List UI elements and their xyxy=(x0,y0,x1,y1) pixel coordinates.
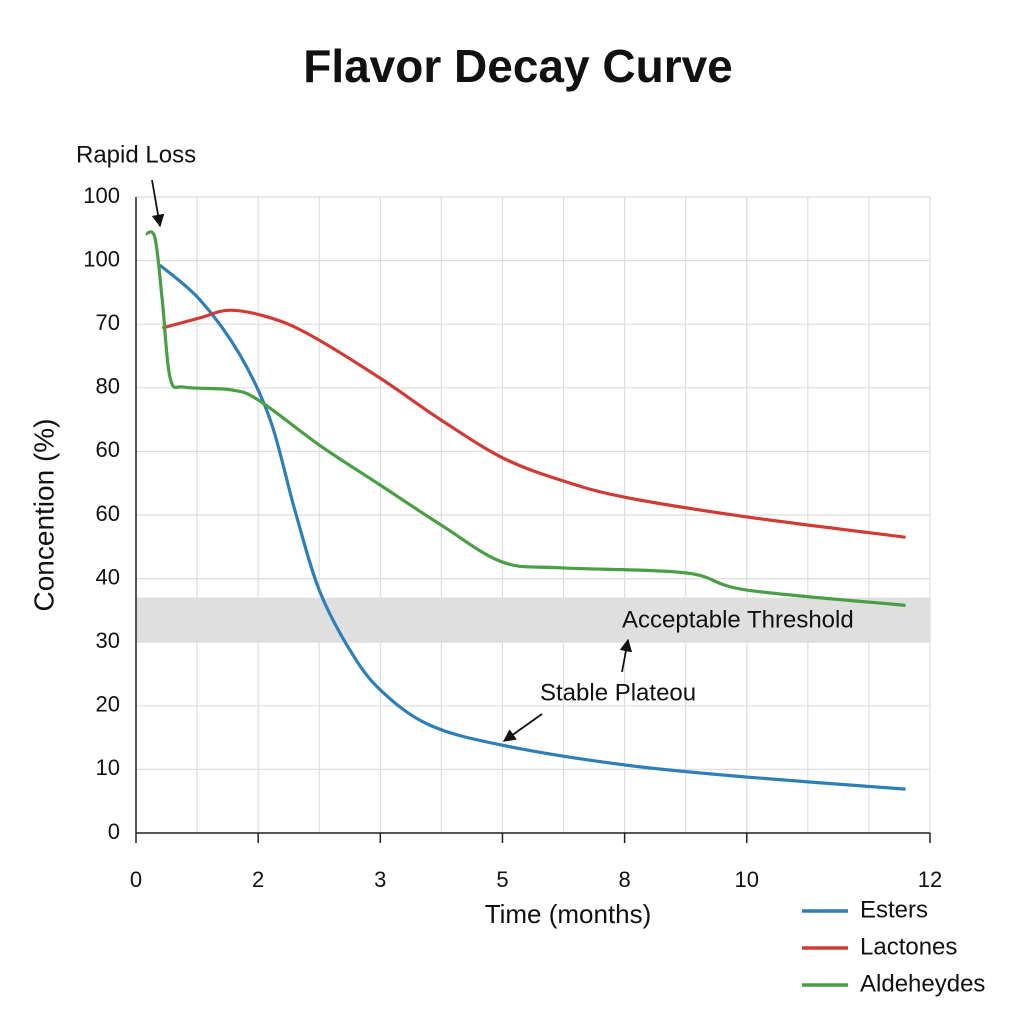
y-tick-label: 0 xyxy=(108,819,120,844)
y-tick-label: 10 xyxy=(96,755,120,780)
y-tick-label: 30 xyxy=(96,628,120,653)
chart-title: Flavor Decay Curve xyxy=(303,40,733,92)
y-axis-label: Concention (%) xyxy=(28,419,59,612)
threshold-label: Acceptable Threshold xyxy=(622,606,854,633)
y-tick-label: 20 xyxy=(96,692,120,717)
legend-label: Lactones xyxy=(860,933,957,960)
annotation-arrow xyxy=(151,179,165,228)
annotation-arrow xyxy=(502,713,543,742)
y-tick-label: 40 xyxy=(96,564,120,589)
plot-under xyxy=(135,196,931,834)
x-axis-label: Time (months) xyxy=(485,899,652,929)
legend-label: Esters xyxy=(860,896,928,923)
y-tick-label: 60 xyxy=(96,501,120,526)
x-tick-label: 10 xyxy=(735,867,759,892)
x-tick-label: 5 xyxy=(496,867,508,892)
annotation-arrow xyxy=(619,638,633,673)
line xyxy=(145,230,906,607)
line xyxy=(158,263,906,791)
y-tick-label: 100 xyxy=(83,183,120,208)
x-tick-label: 3 xyxy=(374,867,386,892)
legend-label: Aldeheydes xyxy=(860,970,985,997)
annotation: Rapid Loss xyxy=(76,141,196,168)
x-tick-label: 0 xyxy=(130,867,142,892)
threshold-band xyxy=(136,597,930,643)
y-tick-label: 100 xyxy=(83,246,120,271)
y-tick-label: 80 xyxy=(96,374,120,399)
x-tick-label: 8 xyxy=(618,867,630,892)
line xyxy=(161,308,906,539)
y-tick-label: 60 xyxy=(96,437,120,462)
x-tick-label: 2 xyxy=(252,867,264,892)
x-tick-label: 12 xyxy=(918,867,942,892)
annotation: Stable Plateou xyxy=(540,679,696,706)
y-tick-label: 70 xyxy=(96,310,120,335)
